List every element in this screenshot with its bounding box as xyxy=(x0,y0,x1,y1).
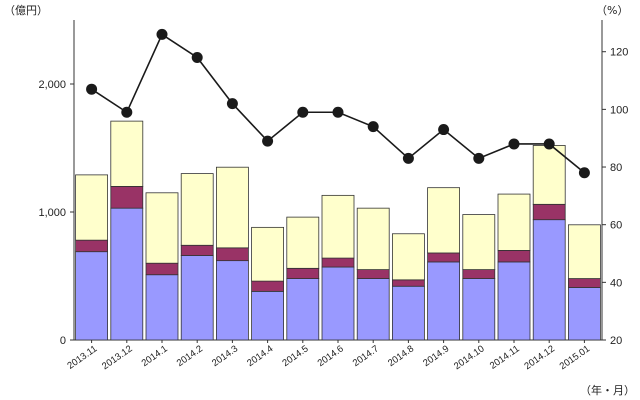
bar-series-2 xyxy=(286,267,320,279)
left-y-tick-label: 1,000 xyxy=(38,207,66,219)
line-point xyxy=(473,152,485,164)
bar-series-2 xyxy=(321,257,355,268)
x-tick-label: 2014.12 xyxy=(522,343,556,372)
bar-series-2 xyxy=(180,244,214,256)
bar-series-2 xyxy=(251,280,285,292)
bar-series-1 xyxy=(286,278,320,341)
x-tick-label: 2014.9 xyxy=(421,343,451,369)
bar-series-3 xyxy=(568,224,601,279)
bar-series-1 xyxy=(391,285,425,341)
line-point xyxy=(191,51,203,63)
x-tick-label: 2014.6 xyxy=(316,343,346,369)
line-point xyxy=(543,138,555,150)
x-tick-label: 2014.3 xyxy=(210,343,240,369)
bar-series-1 xyxy=(427,261,461,341)
line-point xyxy=(332,106,344,118)
bar-series-3 xyxy=(145,192,179,264)
x-tick-label: 2014.1 xyxy=(140,343,170,369)
bar-series-3 xyxy=(215,166,249,249)
line-point xyxy=(86,83,98,95)
bar-series-2 xyxy=(391,279,425,287)
bar-series-3 xyxy=(462,214,496,270)
x-tick-label: 2014.5 xyxy=(280,343,310,369)
bar-series-2 xyxy=(110,185,144,209)
right-axis-unit: （%） xyxy=(596,4,628,17)
bar-series-2 xyxy=(462,269,496,279)
right-y-tick-label: 100 xyxy=(610,104,628,116)
x-tick-label: 2013.11 xyxy=(65,343,99,371)
line-point xyxy=(508,138,520,150)
bar-series-3 xyxy=(110,120,144,187)
bar-series-1 xyxy=(110,207,144,341)
bar-series-3 xyxy=(427,187,461,254)
bar-series-1 xyxy=(462,278,496,341)
bar-series-2 xyxy=(497,249,531,263)
bar-series-2 xyxy=(145,262,179,276)
x-tick-label: 2014.10 xyxy=(452,343,486,372)
bar-series-1 xyxy=(321,266,355,341)
bar-series-2 xyxy=(568,278,601,288)
line-point xyxy=(121,106,133,118)
bar-series-1 xyxy=(568,287,601,341)
left-y-tick-label: 0 xyxy=(60,335,66,347)
x-tick-label: 2013.12 xyxy=(100,343,134,372)
line-point xyxy=(578,167,590,179)
bar-series-3 xyxy=(532,145,566,205)
line-point xyxy=(367,121,379,133)
x-tick-label: 2015.01 xyxy=(558,343,592,372)
x-tick-label: 2014.7 xyxy=(351,343,381,369)
line-point xyxy=(402,152,414,164)
bar-series-3 xyxy=(321,194,355,259)
right-y-tick-label: 40 xyxy=(610,277,622,289)
right-y-tick-label: 20 xyxy=(610,335,622,347)
line-point xyxy=(297,106,309,118)
bar-series-2 xyxy=(427,252,461,263)
bar-series-2 xyxy=(356,269,390,279)
x-tick-label: 2014.11 xyxy=(488,343,522,371)
bar-series-1 xyxy=(497,261,531,341)
bar-series-3 xyxy=(180,173,214,246)
bar-series-3 xyxy=(251,226,285,282)
right-y-tick-label: 60 xyxy=(610,220,622,232)
left-y-tick-label: 2,000 xyxy=(38,79,66,91)
bar-series-2 xyxy=(532,203,566,221)
x-tick-label: 2014.4 xyxy=(245,343,275,369)
x-tick-label: 2014.8 xyxy=(386,343,416,369)
bar-series-1 xyxy=(356,278,390,341)
bar-series-1 xyxy=(145,274,179,341)
left-axis-unit: （億円） xyxy=(4,4,48,17)
bar-series-1 xyxy=(180,255,214,341)
bar-series-3 xyxy=(286,216,320,269)
line-point xyxy=(156,28,168,40)
x-tick-label: 2014.2 xyxy=(175,343,205,369)
line-point xyxy=(438,124,450,136)
right-y-tick-label: 80 xyxy=(610,162,622,174)
bar-series-1 xyxy=(75,251,108,341)
bar-series-1 xyxy=(215,260,249,341)
bar-series-3 xyxy=(497,193,531,251)
x-axis-unit: （年・月） xyxy=(580,383,635,397)
bar-series-3 xyxy=(75,174,108,241)
bar-series-3 xyxy=(391,233,425,281)
bar-series-3 xyxy=(356,207,390,271)
bar-series-1 xyxy=(532,219,566,341)
line-point xyxy=(226,98,238,110)
line-point xyxy=(262,135,274,147)
line-series-line xyxy=(91,33,585,174)
bar-series-1 xyxy=(251,290,285,341)
bar-series-2 xyxy=(215,247,249,262)
bar-series-2 xyxy=(75,239,108,253)
right-y-tick-label: 120 xyxy=(610,47,628,59)
